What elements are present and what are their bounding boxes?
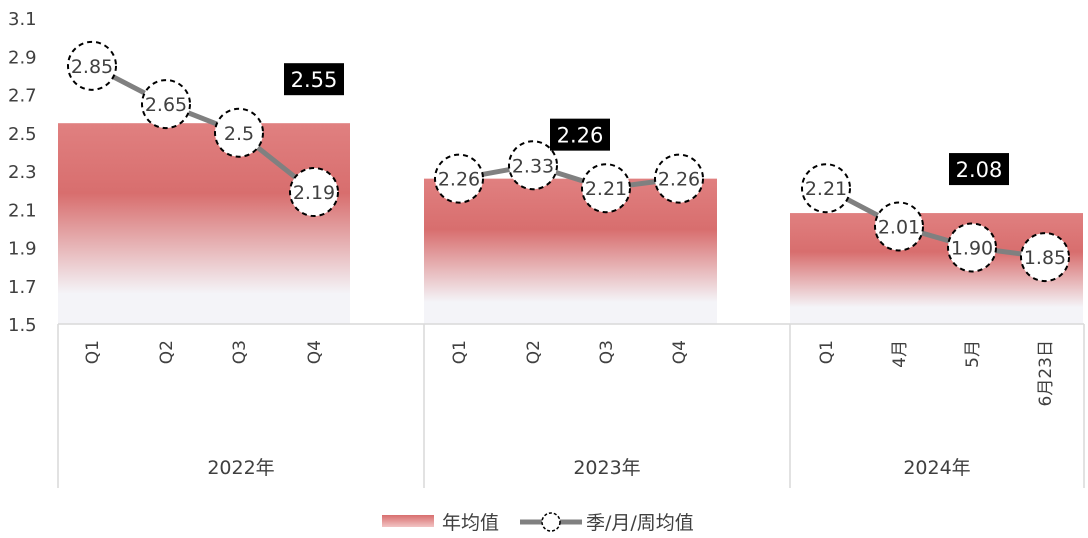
data-label: 1.85 <box>1024 247 1066 269</box>
data-point <box>654 153 704 204</box>
y-axis: 1.5 1.7 1.9 2.1 2.3 2.5 2.7 2.9 3.1 <box>8 9 37 336</box>
series-points: 2.852.652.52.192.262.332.21 2.26 2.212.011… <box>67 40 1070 283</box>
category-label: Q4 <box>670 340 690 364</box>
data-label: 2.21 <box>585 178 627 200</box>
data-point <box>1020 232 1070 283</box>
legend: 年均值 季/月/周均值 <box>382 512 694 534</box>
series-lines <box>90 63 1046 260</box>
legend-label: 年均值 <box>442 512 499 534</box>
data-point <box>214 107 264 158</box>
data-point <box>67 40 117 91</box>
average-areas <box>58 123 1083 324</box>
average-label-box <box>550 118 610 151</box>
data-label: 2.33 <box>512 155 554 177</box>
y-tick-label: 2.5 <box>8 124 37 145</box>
y-tick-label: 1.7 <box>8 277 37 298</box>
category-label: Q4 <box>305 340 325 364</box>
category-label: Q3 <box>230 340 250 364</box>
legend-label: 季/月/周均值 <box>586 512 694 534</box>
group-label: 2024年 <box>903 457 970 479</box>
series-line <box>90 63 316 194</box>
average-label: 2.26 <box>557 124 604 148</box>
average-label-box <box>949 153 1009 186</box>
category-label: Q3 <box>597 340 617 364</box>
category-label: 6月23日 <box>1036 340 1056 406</box>
average-label: 2.55 <box>291 68 338 92</box>
data-point <box>289 167 339 218</box>
data-point <box>434 153 484 204</box>
category-label: Q1 <box>450 340 470 364</box>
average-label: 2.08 <box>956 158 1003 182</box>
average-label-box <box>284 63 344 96</box>
legend-marker <box>541 512 561 532</box>
series-line <box>824 185 1046 260</box>
legend-area-swatch <box>382 515 434 527</box>
category-label: Q2 <box>157 340 177 364</box>
data-point <box>874 201 924 252</box>
average-labels: 2.55 2.26 2.08 <box>284 63 1009 186</box>
series-line <box>458 162 680 191</box>
y-tick-label: 2.1 <box>8 200 37 221</box>
data-point <box>508 140 558 191</box>
data-label: 2.01 <box>878 216 920 238</box>
data-point <box>947 222 997 273</box>
data-label: 2.26 <box>438 169 480 191</box>
data-label: 2.19 <box>293 182 335 204</box>
y-tick-label: 3.1 <box>8 9 37 30</box>
y-tick-label: 2.9 <box>8 47 37 68</box>
average-area <box>58 123 350 324</box>
data-label: 2.5 <box>224 123 254 145</box>
category-label: 4月 <box>890 340 910 368</box>
category-label: Q1 <box>817 340 837 364</box>
data-point <box>801 163 851 214</box>
data-label: 2.26 <box>658 169 700 191</box>
category-axis: Q1 Q2 Q3 Q4 2022年 Q1 Q2 Q3 Q4 2023年 Q1 4月 5月 6月23日 202… <box>57 323 1085 488</box>
y-tick-label: 1.9 <box>8 239 37 260</box>
data-label: 2.65 <box>145 94 187 116</box>
y-tick-label: 2.7 <box>8 86 37 107</box>
y-tick-label: 1.5 <box>8 315 37 336</box>
data-label: 1.90 <box>951 238 993 260</box>
group-label: 2022年 <box>207 457 274 479</box>
category-label: Q1 <box>83 340 103 364</box>
group-label: 2023年 <box>573 457 640 479</box>
data-point <box>581 163 631 214</box>
data-point <box>141 79 191 130</box>
data-label: 2.85 <box>71 56 113 78</box>
category-label: Q2 <box>524 340 544 364</box>
data-label: 2.21 <box>805 178 847 200</box>
y-tick-label: 2.3 <box>8 162 37 183</box>
category-label: 5月 <box>963 340 983 368</box>
average-area <box>424 178 717 324</box>
